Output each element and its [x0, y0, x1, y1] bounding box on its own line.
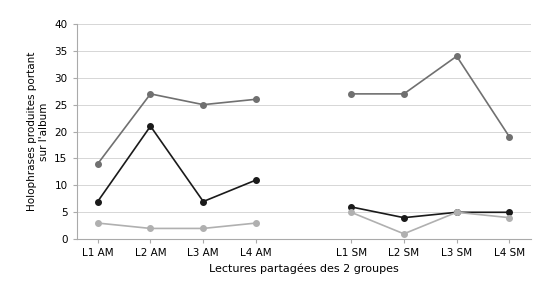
- Y-axis label: Holophrases produites portant
sur l'album: Holophrases produites portant sur l'albu…: [27, 52, 49, 211]
- X-axis label: Lectures partagées des 2 groupes: Lectures partagées des 2 groupes: [209, 264, 398, 274]
